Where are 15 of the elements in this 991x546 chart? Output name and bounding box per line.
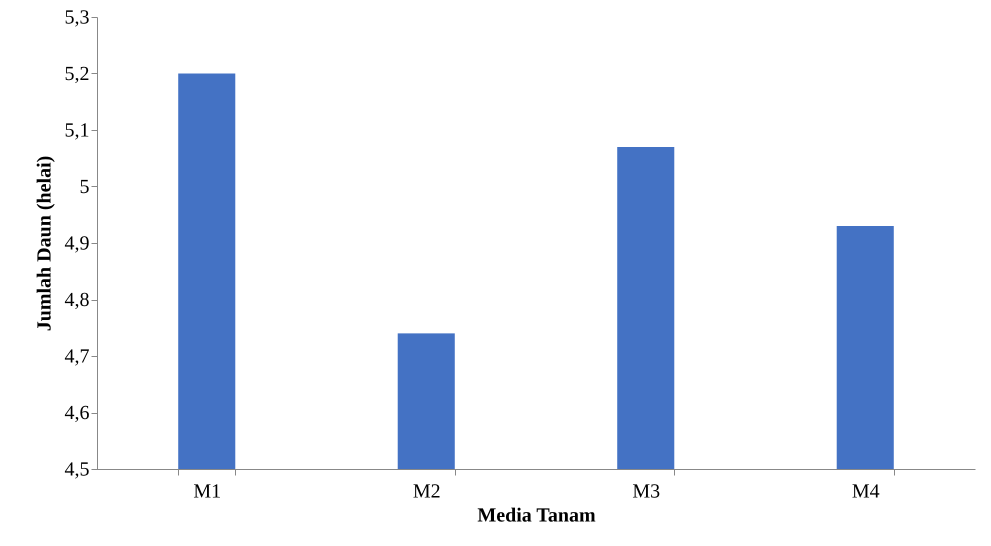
y-tick-label: 5,2 xyxy=(64,63,90,85)
y-tick-label: 4,7 xyxy=(64,346,90,368)
x-tick-label: M1 xyxy=(193,480,222,502)
x-axis-title: Media Tanam xyxy=(477,504,596,526)
x-tick-label: M3 xyxy=(632,480,660,502)
y-tick-label: 4,8 xyxy=(64,289,90,311)
y-tick-label: 5,3 xyxy=(64,6,90,28)
y-tick-label: 5,1 xyxy=(64,120,90,142)
y-tick-label: 4,5 xyxy=(64,458,90,480)
x-tick-label: M4 xyxy=(852,480,880,502)
y-tick-label: 4,9 xyxy=(64,232,90,254)
y-tick-label: 5 xyxy=(80,176,90,198)
y-tick-label: 4,6 xyxy=(64,402,90,424)
x-tick-label: M2 xyxy=(412,480,441,502)
y-axis-title: Jumlah Daun (helai) xyxy=(34,156,56,332)
